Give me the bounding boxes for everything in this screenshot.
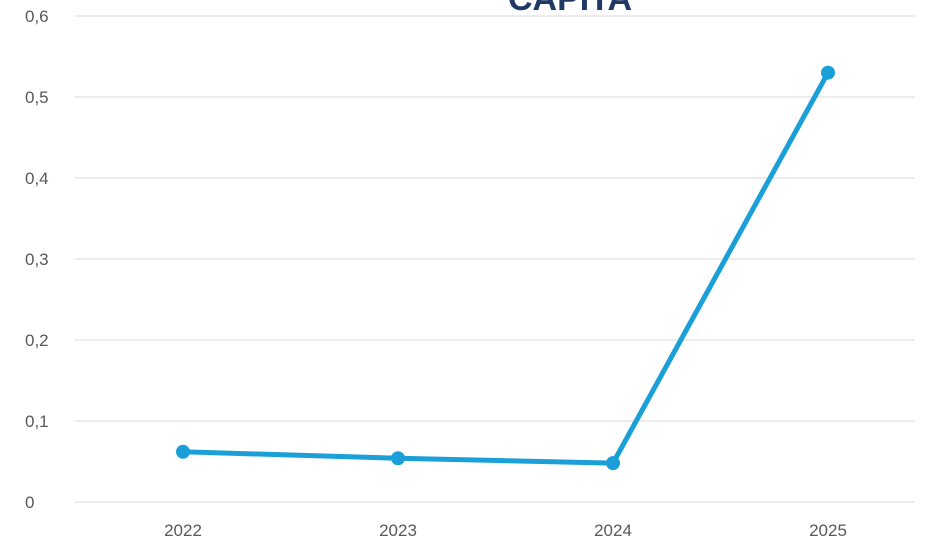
y-tick-label: 0,3 [25,250,49,269]
x-tick-label: 2022 [164,521,202,540]
chart-title: CAPITA [508,0,632,18]
point [821,65,835,80]
y-tick-label: 0,1 [25,412,49,431]
y-tick-label: 0,4 [25,169,49,188]
y-tick-label: 0,6 [25,7,49,26]
line-series [182,71,831,466]
y-tick-label: 0,5 [25,88,49,107]
point [606,456,620,471]
x-tick-label: 2024 [594,521,632,540]
x-tick-label: 2023 [379,521,417,540]
x-tick-label: 2025 [809,521,847,540]
point [176,444,190,459]
y-tick-label: 0 [25,493,34,512]
point [391,451,405,466]
y-tick-label: 0,2 [25,331,49,350]
